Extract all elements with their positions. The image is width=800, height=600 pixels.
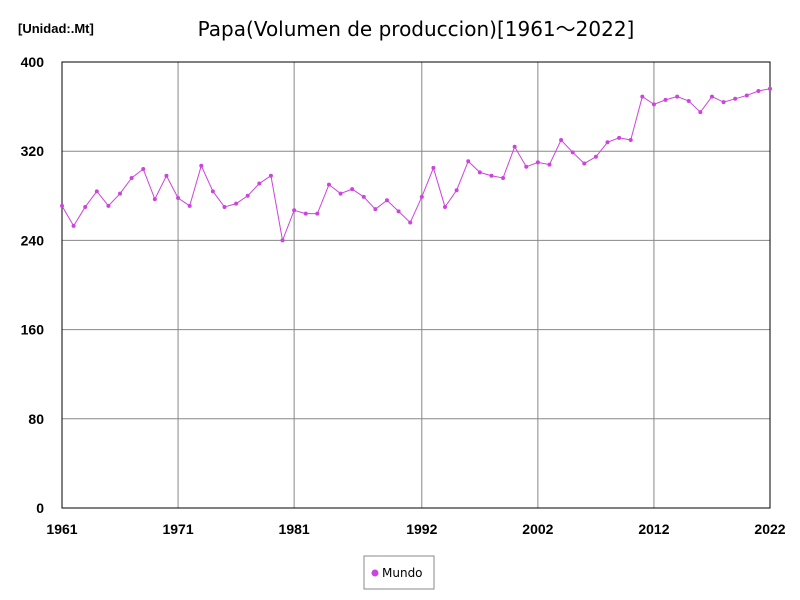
- data-point: [408, 220, 413, 225]
- grid: [61, 61, 771, 509]
- data-point: [315, 211, 320, 216]
- data-point: [210, 189, 215, 194]
- unit-label: [Unidad:.Mt]: [18, 21, 94, 36]
- data-point: [303, 211, 308, 216]
- y-axis-ticks: 0 80 160 240 320 400: [21, 54, 45, 516]
- data-point: [152, 197, 157, 202]
- data-point: [559, 138, 564, 143]
- y-tick-label: 160: [21, 322, 45, 338]
- data-point: [106, 203, 111, 208]
- y-tick-label: 320: [21, 143, 45, 159]
- data-point: [338, 191, 343, 196]
- legend: Mundo: [363, 555, 435, 590]
- data-point: [419, 194, 424, 199]
- data-point: [141, 167, 146, 172]
- y-tick-label: 80: [28, 411, 44, 427]
- data-point: [129, 175, 134, 180]
- data-point: [570, 150, 575, 155]
- data-point: [280, 238, 285, 243]
- data-point: [744, 93, 749, 98]
- data-point: [535, 160, 540, 165]
- data-point: [733, 96, 738, 101]
- data-point: [199, 163, 204, 168]
- data-point: [396, 209, 401, 214]
- data-point: [164, 173, 169, 178]
- x-tick-label: 1971: [162, 521, 193, 537]
- data-point: [593, 154, 598, 159]
- data-point: [384, 198, 389, 203]
- data-point: [477, 170, 482, 175]
- y-tick-label: 240: [21, 232, 45, 248]
- data-point: [768, 86, 772, 91]
- data-point: [547, 162, 552, 167]
- chart-title: Papa(Volumen de produccion)[1961～2022]: [198, 17, 635, 41]
- data-point: [640, 94, 645, 99]
- data-point: [94, 189, 99, 194]
- x-tick-label: 1992: [406, 521, 437, 537]
- series-group: [60, 86, 772, 243]
- data-point: [582, 161, 587, 166]
- data-point: [361, 194, 366, 199]
- data-point: [83, 204, 88, 209]
- legend-marker-mundo: [371, 569, 379, 577]
- data-point: [176, 196, 181, 201]
- x-tick-label: 1961: [46, 521, 77, 537]
- data-point: [651, 102, 656, 107]
- data-point: [118, 191, 123, 196]
- data-point: [326, 182, 331, 187]
- data-point: [373, 207, 378, 212]
- data-point: [709, 94, 714, 99]
- x-tick-label: 2002: [522, 521, 553, 537]
- data-point: [466, 159, 471, 164]
- data-point: [245, 193, 250, 198]
- data-point: [431, 165, 436, 170]
- y-tick-label: 0: [36, 500, 44, 516]
- data-point: [454, 188, 459, 193]
- data-point: [675, 94, 680, 99]
- x-tick-label: 1981: [279, 521, 310, 537]
- data-point: [628, 138, 633, 143]
- data-point: [222, 204, 227, 209]
- data-point: [268, 173, 273, 178]
- data-point: [524, 164, 529, 169]
- data-point: [501, 175, 506, 180]
- data-point: [663, 97, 668, 102]
- data-point: [71, 223, 76, 228]
- legend-label-mundo: Mundo: [382, 566, 423, 580]
- data-point: [257, 181, 262, 186]
- y-tick-label: 400: [21, 54, 45, 70]
- data-point: [443, 204, 448, 209]
- x-axis-ticks: 1961 1971 1981 1992 2002 2012 2022: [46, 521, 785, 537]
- x-tick-label: 2012: [638, 521, 669, 537]
- data-point: [489, 173, 494, 178]
- plot-area-border: [61, 61, 771, 509]
- series-line-mundo: [61, 88, 771, 243]
- data-point: [698, 110, 703, 115]
- data-point: [756, 88, 761, 93]
- data-point: [686, 99, 691, 104]
- data-point: [187, 203, 192, 208]
- data-point: [605, 140, 610, 145]
- data-point: [234, 201, 239, 206]
- data-point: [617, 135, 622, 140]
- data-point: [721, 100, 726, 105]
- data-point: [350, 187, 355, 192]
- data-point: [512, 144, 517, 149]
- data-point: [292, 208, 297, 213]
- data-point: [60, 203, 64, 208]
- x-tick-label: 2022: [754, 521, 785, 537]
